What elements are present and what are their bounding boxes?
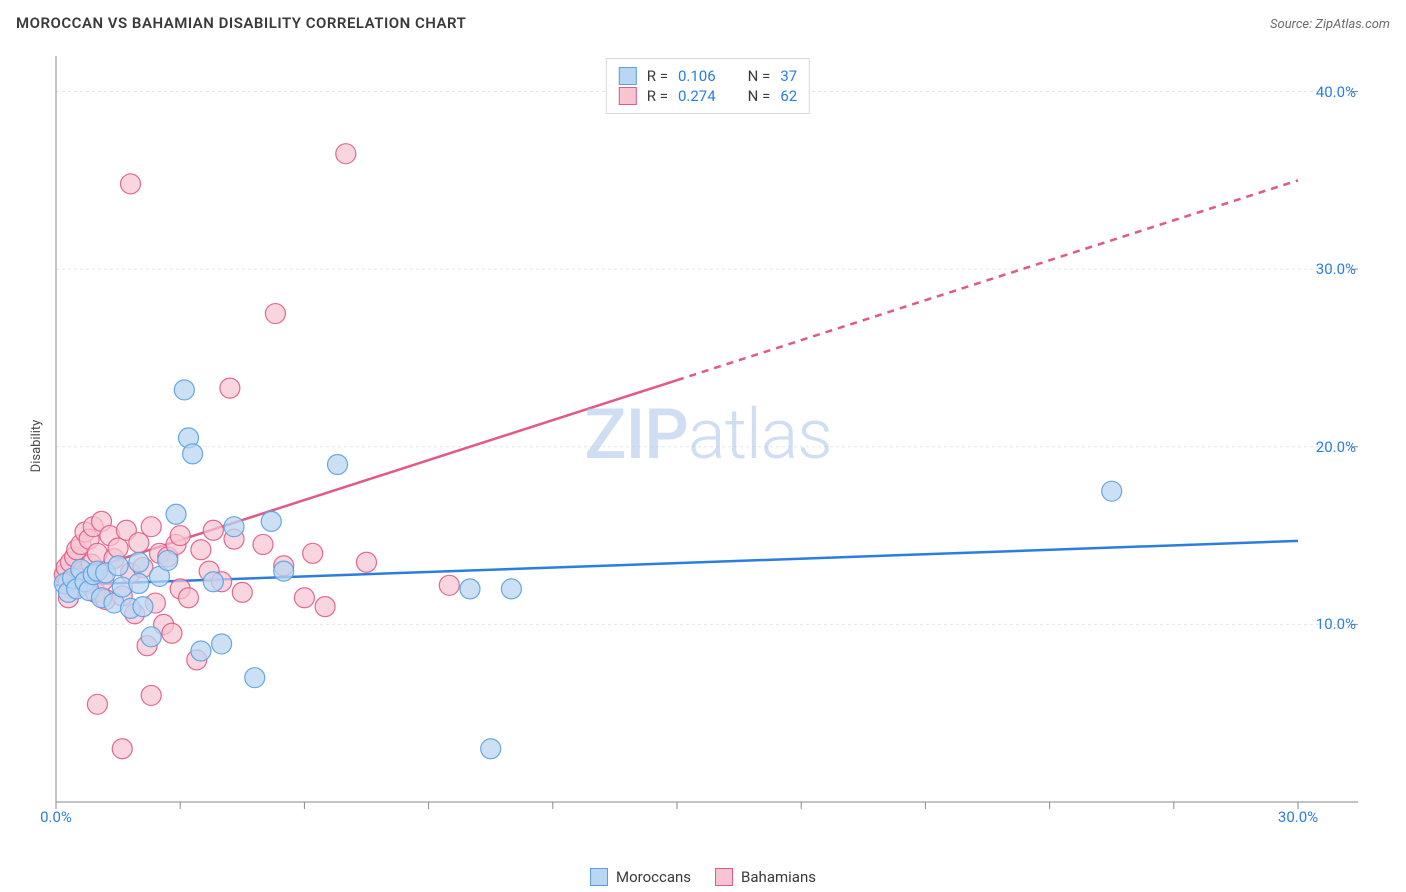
plot-area: ZIPatlas R = 0.106 N = 37 R = 0.274 N = … [48, 50, 1368, 820]
legend-label-moroccans: Moroccans [616, 868, 691, 886]
x-tick-label: 30.0% [1278, 808, 1318, 826]
legend-swatch-moroccans [619, 67, 637, 85]
legend-series: Moroccans Bahamians [590, 868, 816, 886]
legend-item-bahamians: Bahamians [715, 868, 816, 886]
legend-stats-row-moroccans: R = 0.106 N = 37 [619, 67, 797, 85]
x-tick-label: 0.0% [40, 808, 72, 826]
y-tick-label: 10.0% [1316, 615, 1356, 633]
legend-stats: R = 0.106 N = 37 R = 0.274 N = 62 [606, 58, 810, 114]
y-tick-label: 40.0% [1316, 83, 1356, 101]
chart-svg [48, 50, 1368, 820]
y-tick-label: 20.0% [1316, 438, 1356, 456]
legend-R-value-moroccans: 0.106 [678, 67, 716, 85]
legend-swatch-bahamians-bottom [715, 868, 733, 886]
legend-R-label: R = [647, 67, 668, 85]
legend-swatch-moroccans-bottom [590, 868, 608, 886]
legend-item-moroccans: Moroccans [590, 868, 691, 886]
chart-source: Source: ZipAtlas.com [1270, 17, 1390, 32]
legend-N-label: N = [748, 87, 771, 105]
legend-stats-row-bahamians: R = 0.274 N = 62 [619, 87, 797, 105]
legend-N-value-bahamians: 62 [780, 87, 797, 105]
legend-N-value-moroccans: 37 [780, 67, 797, 85]
legend-R-label: R = [647, 87, 668, 105]
chart-header: MOROCCAN VS BAHAMIAN DISABILITY CORRELAT… [16, 14, 1390, 32]
legend-N-label: N = [748, 67, 771, 85]
y-axis-label: Disability [29, 420, 44, 473]
legend-swatch-bahamians [619, 87, 637, 105]
legend-R-value-bahamians: 0.274 [678, 87, 716, 105]
legend-label-bahamians: Bahamians [741, 868, 816, 886]
y-tick-label: 30.0% [1316, 260, 1356, 278]
chart-title: MOROCCAN VS BAHAMIAN DISABILITY CORRELAT… [16, 14, 466, 32]
